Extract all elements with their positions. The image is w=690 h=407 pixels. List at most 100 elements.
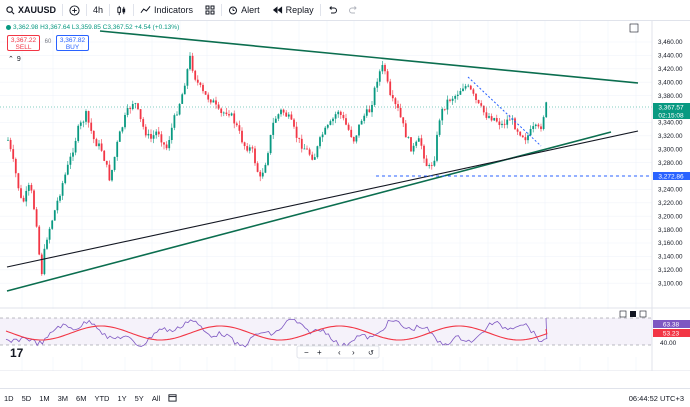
chart-type-button[interactable] xyxy=(110,0,133,20)
candle-body xyxy=(446,99,449,110)
clock-timezone[interactable]: 06:44:52 UTC+3 xyxy=(628,394,684,403)
chart-navigation-controls[interactable]: − + ‹ › ↺ xyxy=(296,345,380,359)
toolbar-divider xyxy=(319,4,321,16)
candle-body xyxy=(165,144,168,149)
support-trendline[interactable] xyxy=(6,130,639,268)
candle-body xyxy=(137,103,139,110)
indicator-templates-button[interactable] xyxy=(199,0,221,20)
candle-body xyxy=(183,85,186,95)
rsi-axis[interactable]: 40.00 63.38 53.23 xyxy=(653,320,690,347)
candle-body xyxy=(519,131,522,136)
candle-body xyxy=(267,153,269,165)
redo-icon xyxy=(348,5,359,15)
drawings-layer xyxy=(0,30,652,292)
candle-body xyxy=(282,109,285,113)
range-6m[interactable]: 6M xyxy=(76,394,87,403)
indicators-collapse-toggle[interactable]: ⌃ 9 xyxy=(8,55,21,64)
candles-icon xyxy=(116,5,127,16)
interval-label: 4h xyxy=(93,5,104,15)
candle-body xyxy=(425,158,428,167)
candle-body xyxy=(131,103,134,110)
candle-body xyxy=(160,134,163,143)
candle-body xyxy=(342,114,345,119)
price-tick-label: 3,440.00 xyxy=(658,53,683,60)
price-tick-label: 3,320.00 xyxy=(658,133,683,140)
range-1m[interactable]: 1M xyxy=(39,394,50,403)
candle-body xyxy=(7,139,9,141)
range-3m[interactable]: 3M xyxy=(57,394,69,403)
range-1d[interactable]: 1D xyxy=(4,394,14,403)
range-5d[interactable]: 5D xyxy=(21,394,32,403)
candle-body xyxy=(27,184,30,191)
chart-legend: 3,362.98 H3,367.64 L3,359.85 C3,367.52 +… xyxy=(6,24,179,31)
candle-body xyxy=(454,95,457,99)
range-all[interactable]: All xyxy=(151,394,161,403)
calendar-icon xyxy=(168,394,177,402)
redo-button[interactable] xyxy=(343,0,365,20)
pane-up-icon xyxy=(619,310,627,318)
buy-button[interactable]: 3,367.82 BUY xyxy=(56,35,89,51)
candle-body xyxy=(306,148,308,150)
candle-body xyxy=(264,164,267,173)
candle-body xyxy=(170,127,173,141)
sell-button[interactable]: 3,367.22 SELL xyxy=(7,35,40,51)
candle-body xyxy=(475,93,477,100)
price-axis[interactable]: 3,460.00 3,440.00 3,420.00 3,400.00 3,380.00… xyxy=(658,39,683,287)
candle-body xyxy=(82,121,85,123)
pane-controls[interactable] xyxy=(619,23,647,318)
candle-body xyxy=(399,107,402,118)
price-tick-label: 3,220.00 xyxy=(658,200,683,207)
zoom-out-button: − xyxy=(304,348,309,357)
candle-body xyxy=(225,112,228,115)
price-tick-label: 3,460.00 xyxy=(658,39,683,46)
undo-button[interactable] xyxy=(321,0,343,20)
bar-countdown: 02:15:08 xyxy=(658,113,684,120)
indicators-button[interactable]: Indicators xyxy=(134,0,199,20)
go-to-date-button[interactable] xyxy=(164,393,181,404)
candle-body xyxy=(298,137,301,139)
candle-body xyxy=(277,114,280,119)
candle-body xyxy=(373,87,376,105)
replay-button[interactable]: Replay xyxy=(266,0,320,20)
buy-label: BUY xyxy=(65,44,80,51)
candle-body xyxy=(220,108,223,114)
price-tick-label: 3,140.00 xyxy=(658,254,683,261)
indicator-count: 9 xyxy=(16,55,21,63)
candle-body xyxy=(100,143,103,151)
candle-body xyxy=(150,133,152,139)
price-tick-label: 3,200.00 xyxy=(658,213,683,220)
current-price-tag: 3,367.57 02:15:08 xyxy=(653,103,690,120)
toolbar-divider xyxy=(86,4,88,16)
candle-body xyxy=(391,95,394,99)
range-1y[interactable]: 1Y xyxy=(117,394,127,403)
candle-body xyxy=(295,126,298,138)
ohlc-values: 3,362.98 H3,367.64 L3,359.85 C3,367.52 +… xyxy=(13,24,180,31)
candle-body xyxy=(20,188,22,198)
range-ytd[interactable]: YTD xyxy=(94,394,110,403)
grid-icon xyxy=(205,5,215,15)
symbol-search-button[interactable]: XAUUSD xyxy=(0,0,62,20)
tradingview-logo[interactable]: 17 xyxy=(10,346,24,360)
candle-body xyxy=(508,119,511,121)
price-tick-label: 3,380.00 xyxy=(658,93,683,100)
candle-body xyxy=(404,123,407,138)
upper-trendline[interactable] xyxy=(99,30,639,84)
candle-body xyxy=(412,145,415,152)
candle-body xyxy=(534,124,537,127)
channel-dotted-line[interactable] xyxy=(467,76,542,147)
alert-button[interactable]: Alert xyxy=(222,0,266,20)
candle-body xyxy=(415,141,418,146)
level-price-tag: 3,272.86 xyxy=(653,172,690,181)
candle-body xyxy=(524,137,527,141)
scroll-left-button: ‹ xyxy=(338,348,341,357)
rsi-pane[interactable] xyxy=(0,309,652,357)
interval-button[interactable]: 4h xyxy=(87,0,109,20)
candle-body xyxy=(381,65,384,72)
range-5y[interactable]: 5Y xyxy=(134,394,144,403)
candle-body xyxy=(69,156,72,165)
compare-symbol-button[interactable] xyxy=(63,0,86,20)
price-chart[interactable]: 3,460.00 3,440.00 3,420.00 3,400.00 3,380.00… xyxy=(0,21,690,371)
candle-body xyxy=(352,136,355,142)
rsi-band xyxy=(0,318,652,345)
